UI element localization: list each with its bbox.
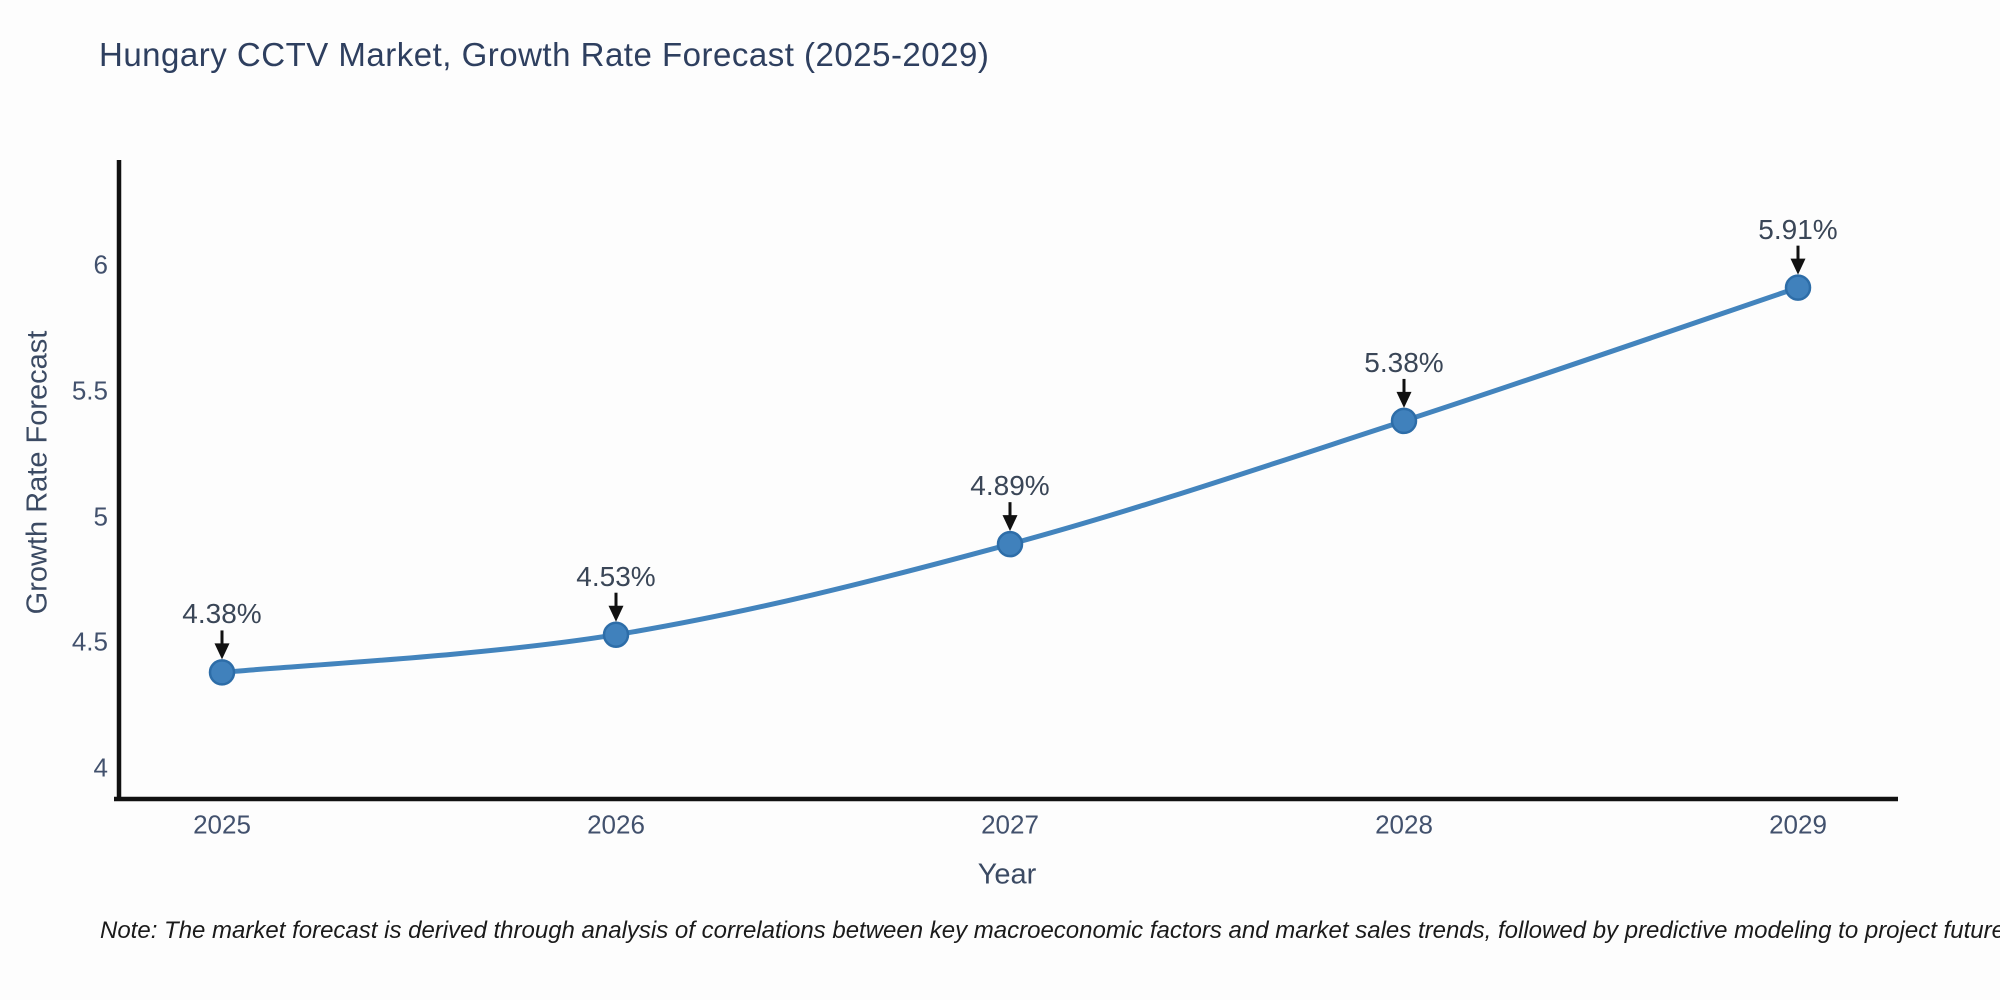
- y-tick-label: 5.5: [71, 375, 108, 406]
- x-tick-label: 2028: [1375, 809, 1433, 840]
- y-tick-label: 6: [93, 249, 108, 280]
- x-tick-label: 2025: [193, 809, 251, 840]
- x-tick-label: 2029: [1769, 809, 1827, 840]
- data-point-marker: [1784, 274, 1812, 301]
- footnote: Note: The market forecast is derived thr…: [100, 917, 2000, 944]
- data-point-value-label: 4.53%: [576, 560, 656, 592]
- y-tick-label: 4: [93, 752, 108, 783]
- x-tick-label: 2027: [981, 809, 1039, 840]
- data-point-marker: [1390, 407, 1418, 435]
- x-axis-title: Year: [977, 858, 1037, 891]
- annotation-arrow-head: [1790, 258, 1806, 275]
- y-tick-label: 4.5: [71, 626, 108, 657]
- annotation-arrow-head: [608, 605, 624, 622]
- data-point-value-label: 5.91%: [1758, 213, 1838, 245]
- annotation-arrow-head: [1396, 391, 1412, 408]
- data-point-marker: [208, 659, 236, 686]
- data-point-value-label: 4.38%: [182, 598, 262, 630]
- annotation-arrow-head: [214, 643, 230, 660]
- annotation-arrow-head: [1002, 515, 1018, 532]
- x-tick-label: 2026: [587, 809, 645, 840]
- data-point-marker: [996, 530, 1024, 558]
- y-tick-label: 5: [93, 501, 108, 531]
- chart-title: Hungary CCTV Market, Growth Rate Forecas…: [99, 36, 990, 73]
- data-point-marker: [602, 621, 630, 648]
- data-point-value-label: 5.38%: [1364, 346, 1444, 378]
- data-point-value-label: 4.89%: [970, 470, 1050, 502]
